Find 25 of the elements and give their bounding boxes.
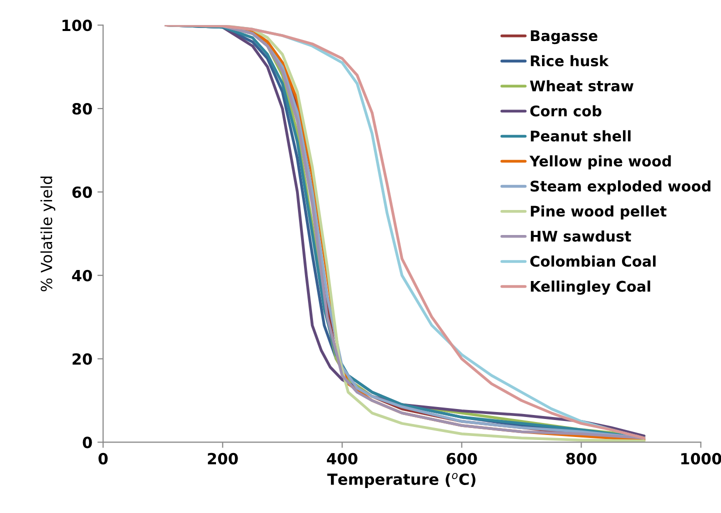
x-tick-label: 1000 bbox=[681, 452, 721, 464]
legend-label: Kellingley Coal bbox=[530, 280, 650, 295]
legend-label: Rice husk bbox=[530, 55, 609, 66]
legend-label: Wheat straw bbox=[530, 80, 634, 92]
x-tick-label: 800 bbox=[566, 452, 596, 464]
x-tick-label: 0 bbox=[98, 452, 108, 464]
legend-label: Bagasse bbox=[530, 30, 598, 44]
y-tick-label: 20 bbox=[72, 353, 92, 365]
y-tick-label: 80 bbox=[72, 103, 92, 115]
legend-label: Steam exploded wood bbox=[530, 180, 710, 194]
legend-label: Yellow pine wood bbox=[529, 155, 671, 170]
legend-label: Peanut shell bbox=[530, 130, 631, 142]
x-tick-label: 600 bbox=[446, 452, 477, 464]
legend-label: Colombian Coal bbox=[530, 255, 656, 267]
x-tick-label: 200 bbox=[208, 452, 238, 464]
legend-label: Corn cob bbox=[530, 105, 602, 116]
y-tick-label: 0 bbox=[82, 436, 92, 448]
legend-label: HW sawdust bbox=[530, 230, 632, 242]
x-axis-title: Temperature ($^{o}$C) bbox=[327, 472, 476, 488]
x-tick-label: 400 bbox=[326, 452, 358, 464]
legend-label: Pine wood pellet bbox=[530, 205, 666, 220]
y-tick-label: 40 bbox=[72, 270, 92, 282]
y-tick-label: 60 bbox=[72, 186, 92, 198]
y-tick-label: 100 bbox=[62, 20, 92, 32]
y-axis-title: % Volatile yield bbox=[40, 176, 56, 292]
